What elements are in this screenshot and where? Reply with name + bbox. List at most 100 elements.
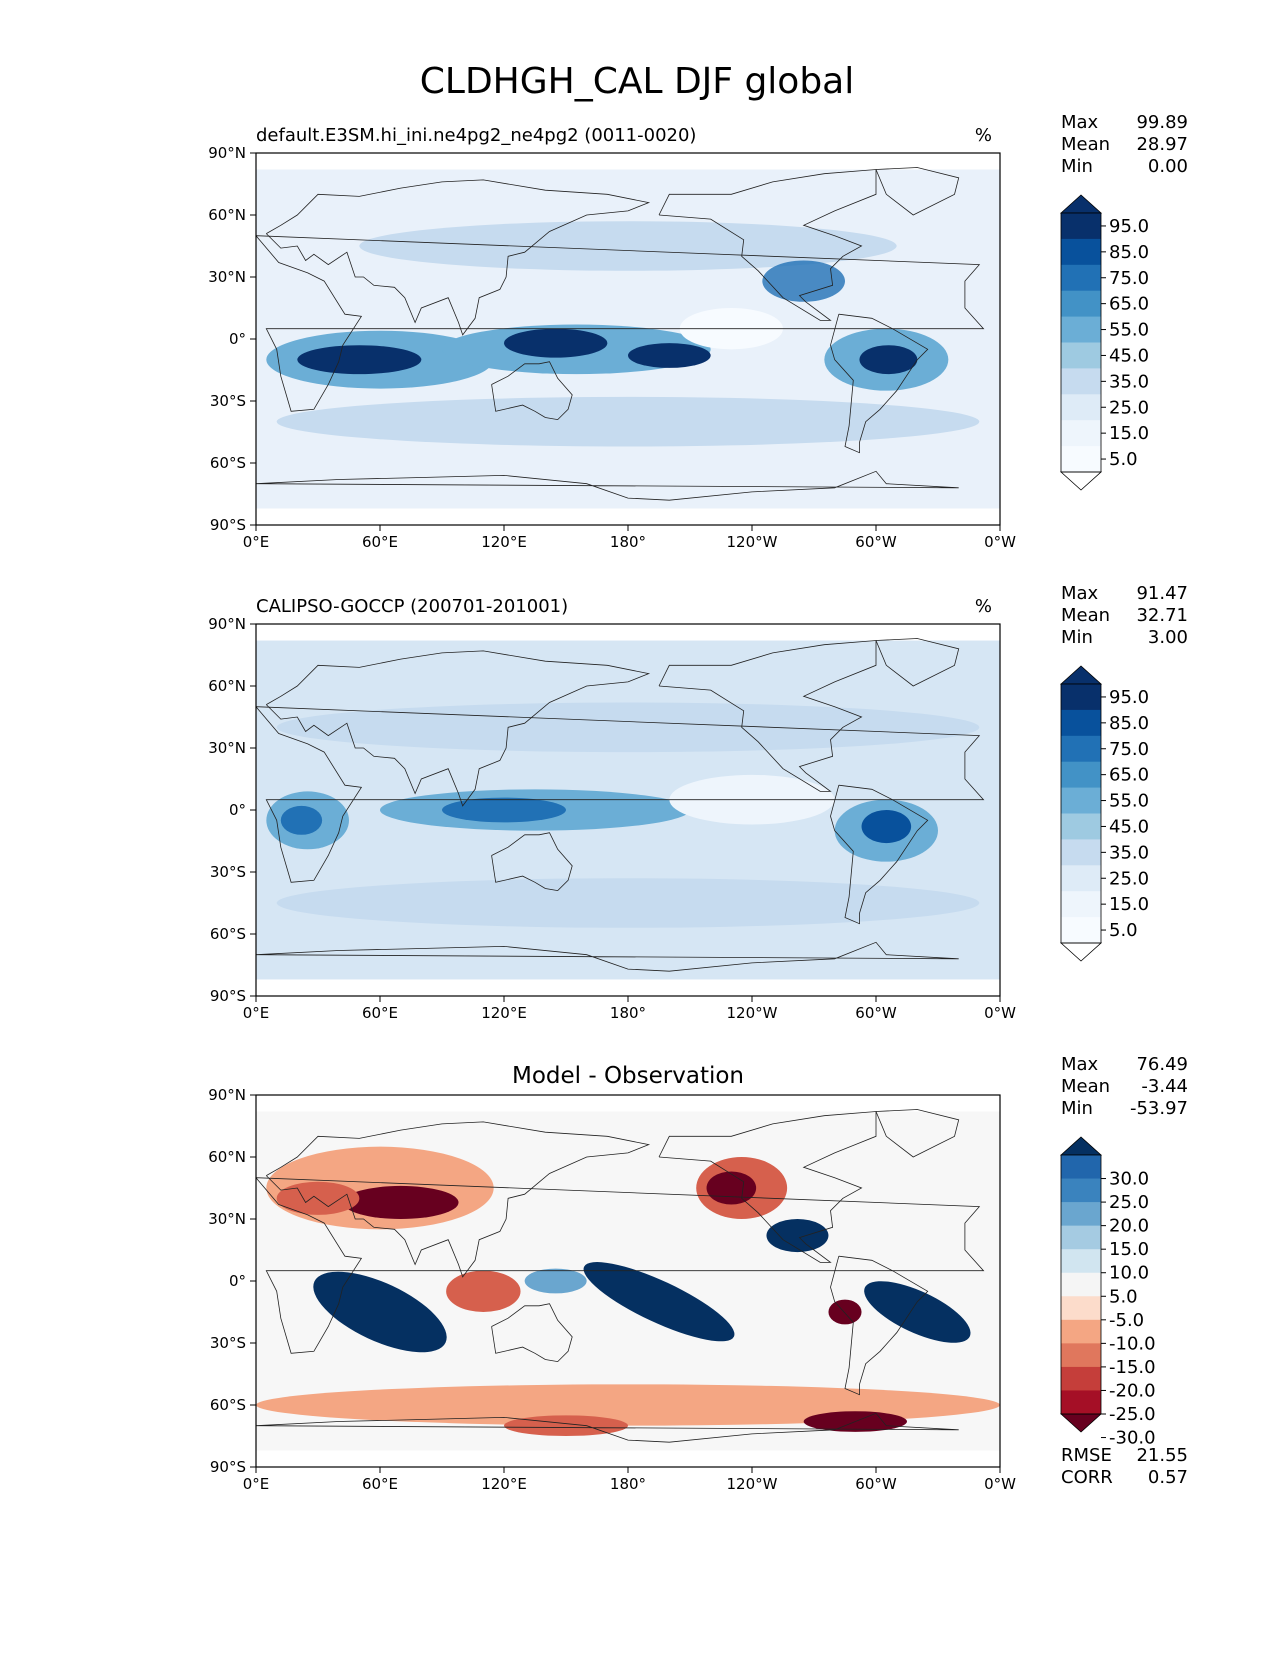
y-tick-label: 60°N xyxy=(208,1148,246,1166)
colorbar-tick-label: 25.0 xyxy=(1109,868,1149,889)
colorbar-extend-bottom xyxy=(1059,471,1103,491)
y-tick-label: 30°S xyxy=(210,863,246,881)
colorbar-extend-top xyxy=(1059,194,1103,214)
colorbar-tick-label: 5.0 xyxy=(1109,920,1138,941)
stat-label-mean: Mean xyxy=(1061,1076,1110,1097)
stat-label-mean: Mean xyxy=(1061,134,1110,155)
colorbar-tick-label: 55.0 xyxy=(1109,791,1149,812)
colorbar-segment xyxy=(1061,1390,1101,1415)
panel-units: % xyxy=(975,125,992,146)
indonesia-negative xyxy=(446,1270,521,1313)
pacific-convergence-core xyxy=(628,343,711,368)
colorbar-model: 95.0 85.0 75.0 65.0 55.0 45.0 35.0 25.0 15.0 5.0 xyxy=(1059,194,1149,491)
stat-label-max: Max xyxy=(1061,583,1099,604)
panel-model: 0°E 60°E 120°E 180° 120°W 60°W 0°W 90°N 60°N 30°N… xyxy=(208,112,1188,551)
colorbar-tick-label: 95.0 xyxy=(1109,687,1149,708)
coastline xyxy=(491,832,573,892)
colorbar-obs: 95.0 85.0 75.0 65.0 55.0 45.0 35.0 25.0 15.0 5.0 xyxy=(1059,665,1149,962)
coastline xyxy=(266,650,651,807)
x-tick-label: 0°W xyxy=(984,1004,1016,1022)
northern-midlatitude-band xyxy=(359,221,897,271)
x-tick-label: 60°W xyxy=(855,1004,897,1022)
coastline xyxy=(491,361,573,421)
colorbar-frame xyxy=(1060,1154,1102,1415)
y-tick-label: 30°N xyxy=(208,1210,246,1228)
x-tick-label: 0°W xyxy=(984,1475,1016,1493)
x-tick-label: 60°E xyxy=(362,533,398,551)
coastlines-obs xyxy=(256,638,985,972)
stat-label-min: Min xyxy=(1061,627,1093,648)
colorbar-segment xyxy=(1061,238,1101,266)
colorbar-tick-label: -25.0 xyxy=(1109,1404,1156,1425)
colorbar-segment xyxy=(1061,1272,1101,1297)
map-field-obs xyxy=(256,638,1000,980)
colorbar-segment xyxy=(1061,420,1101,447)
x-tick-label: 180° xyxy=(610,1004,646,1022)
x-tick-label: 60°W xyxy=(855,533,897,551)
southern-midlatitude-band xyxy=(276,396,980,447)
y-tick-label: 30°N xyxy=(208,268,246,286)
x-tick-label: 60°E xyxy=(362,1475,398,1493)
southern-midlatitude-band xyxy=(276,878,980,928)
maritime-continent-core xyxy=(504,328,608,358)
stat-value-mean: 28.97 xyxy=(1136,134,1188,155)
coastline xyxy=(266,1121,651,1278)
panel-title: Model - Observation xyxy=(512,1063,744,1089)
colorbar-segment xyxy=(1061,1296,1101,1321)
colorbar-tick-label: 45.0 xyxy=(1109,816,1149,837)
panel-diff: 0°E 60°E 120°E 180° 120°W 60°W 0°W 90°N 60°N 30°N… xyxy=(208,1054,1188,1493)
colorbar-segment xyxy=(1061,684,1101,711)
colorbar-tick-label: 15.0 xyxy=(1109,894,1149,915)
colorbar-segment xyxy=(1061,735,1101,763)
colorbar-tick-label: 35.0 xyxy=(1109,371,1149,392)
colorbar-segment xyxy=(1061,917,1101,944)
y-tick-label: 60°N xyxy=(208,677,246,695)
colorbar-segment xyxy=(1061,1225,1101,1250)
colorbar-segment xyxy=(1061,1178,1101,1203)
coastline xyxy=(256,941,959,972)
coastline xyxy=(875,638,960,687)
colorbar-segment xyxy=(1061,290,1101,318)
colorbar-tick-label: 85.0 xyxy=(1109,713,1149,734)
africa-convection-core xyxy=(280,805,323,835)
y-tick-label: 90°S xyxy=(210,516,246,534)
colorbar-tick-label: -30.0 xyxy=(1109,1428,1156,1449)
colorbar-segment xyxy=(1061,1202,1101,1227)
north-america-negative-core xyxy=(706,1171,757,1205)
y-tick-label: 30°N xyxy=(208,739,246,757)
northern-midlatitude-band xyxy=(276,702,980,753)
colorbar-tick-label: 5.0 xyxy=(1109,449,1138,470)
amazon-convection-core xyxy=(861,810,912,844)
stat-label-mean: Mean xyxy=(1061,605,1110,626)
colorbar-tick-label: 5.0 xyxy=(1109,1286,1138,1307)
colorbar-tick-label: 25.0 xyxy=(1109,1192,1149,1213)
y-tick-label: 60°N xyxy=(208,206,246,224)
colorbar-segment xyxy=(1061,813,1101,840)
colorbar-extend-top xyxy=(1059,1136,1103,1156)
colorbar-segment xyxy=(1061,839,1101,866)
coastline xyxy=(256,470,959,501)
stat-label-min: Min xyxy=(1061,156,1093,177)
colorbar-frame xyxy=(1060,212,1102,473)
europe-negative-core xyxy=(276,1181,360,1215)
colorbar-segment xyxy=(1061,446,1101,473)
y-tick-label: 90°N xyxy=(208,615,246,633)
coastline xyxy=(256,1177,985,1354)
y-tick-label: 90°S xyxy=(210,1458,246,1476)
y-tick-label: 60°S xyxy=(210,1396,246,1414)
colorbar-segment xyxy=(1061,394,1101,421)
coastlines-diff xyxy=(256,1109,985,1443)
colorbar-segment xyxy=(1061,1366,1101,1391)
x-tick-label: 0°E xyxy=(243,1475,270,1493)
x-tick-label: 120°E xyxy=(481,1004,527,1022)
colorbar-segment xyxy=(1061,1155,1101,1180)
colorbar-frame xyxy=(1060,683,1102,944)
gulf-positive xyxy=(766,1219,829,1253)
map-field-model xyxy=(256,167,1000,509)
colorbar-tick-label: 75.0 xyxy=(1109,268,1149,289)
colorbar-tick-label: -20.0 xyxy=(1109,1380,1156,1401)
colorbar-tick-label: 15.0 xyxy=(1109,423,1149,444)
coastline xyxy=(830,1255,929,1396)
stat-value-min: 0.00 xyxy=(1148,156,1188,177)
stat-label-max: Max xyxy=(1061,112,1099,133)
